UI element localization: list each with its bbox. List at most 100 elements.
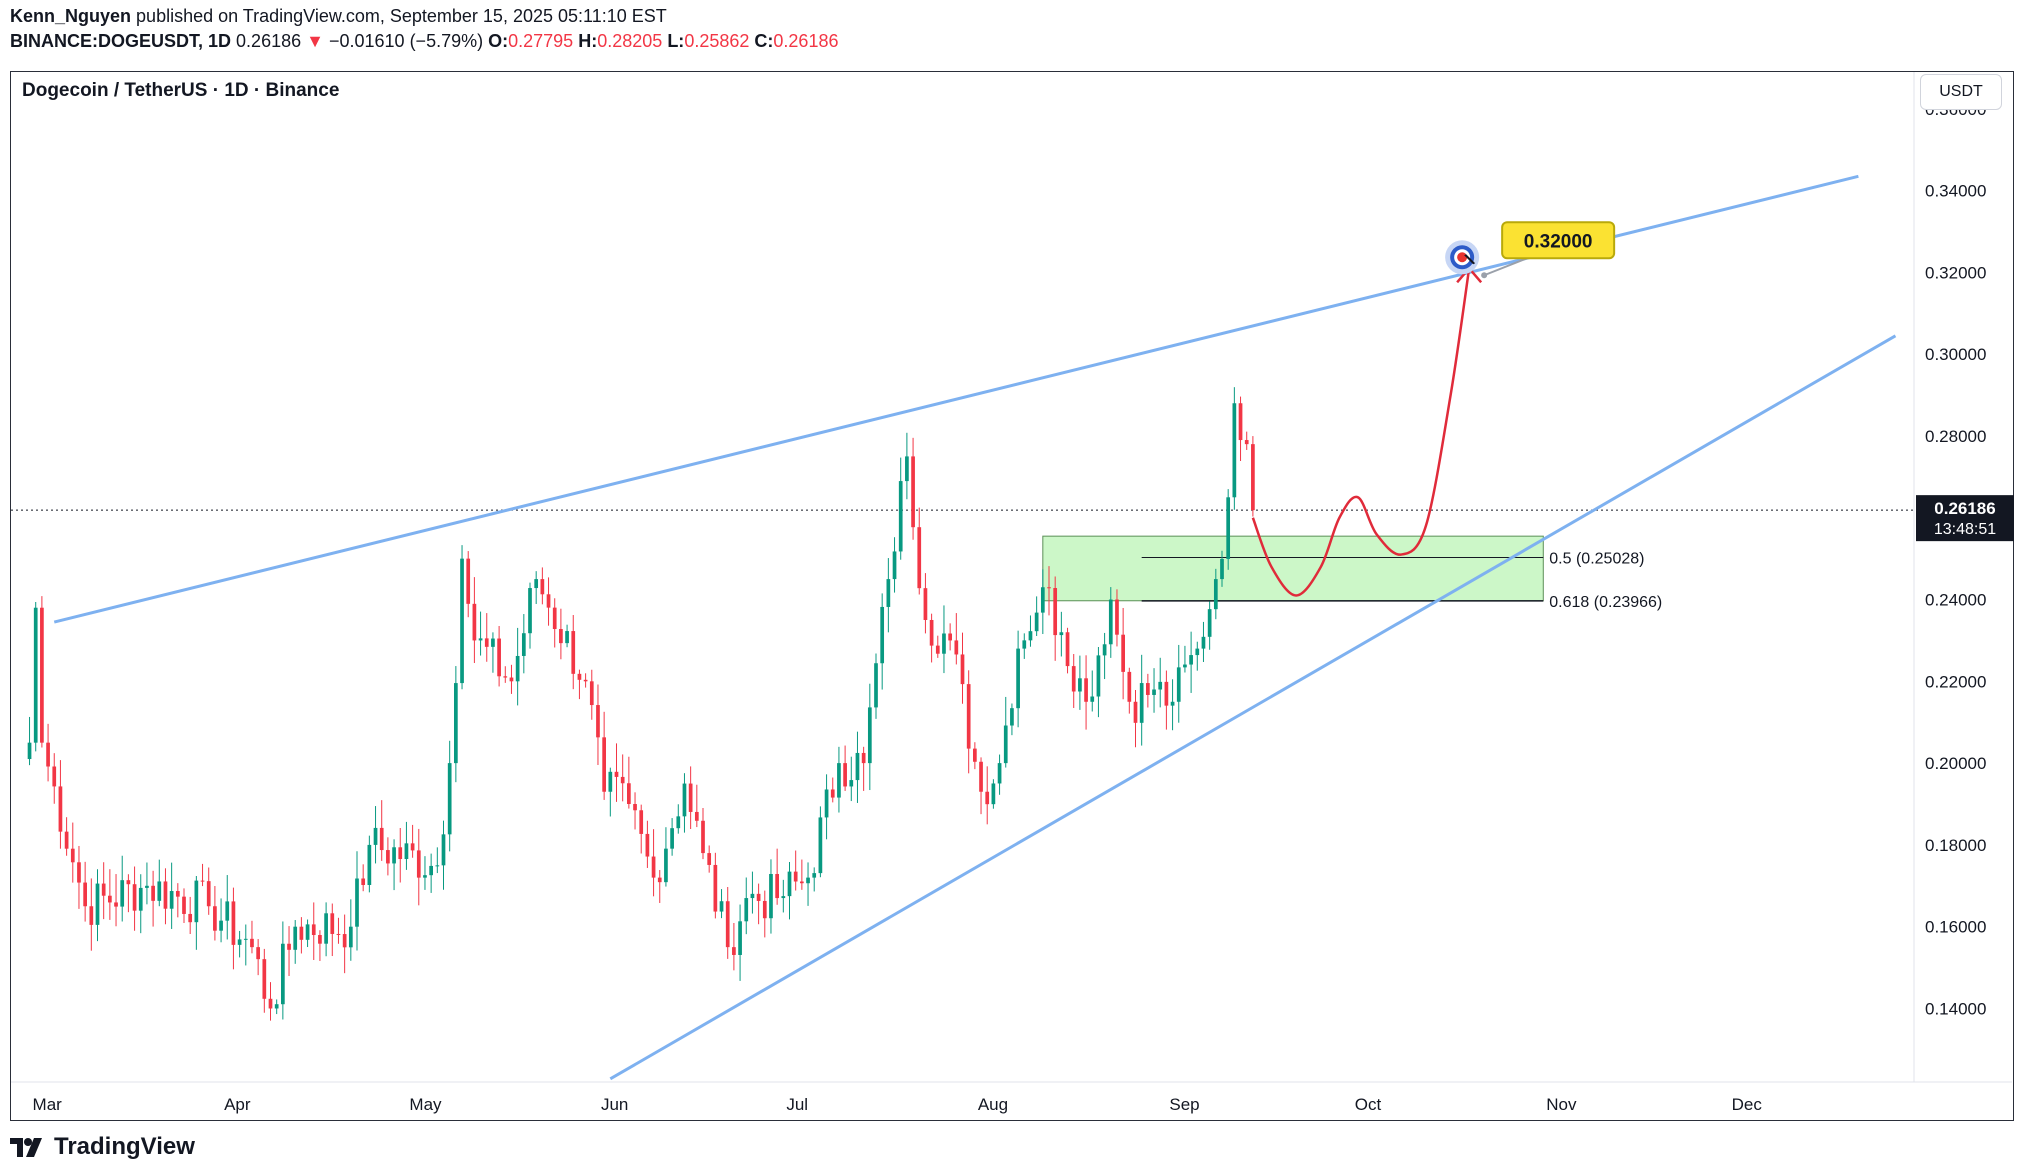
candle-body[interactable] bbox=[966, 684, 971, 749]
candle-body[interactable] bbox=[27, 742, 32, 760]
candle-body[interactable] bbox=[793, 871, 798, 882]
candle-body[interactable] bbox=[596, 705, 600, 738]
candle-body[interactable] bbox=[534, 579, 539, 589]
candle-body[interactable] bbox=[299, 926, 304, 940]
candle-body[interactable] bbox=[89, 906, 94, 925]
candle-body[interactable] bbox=[707, 853, 712, 865]
candle-body[interactable] bbox=[694, 811, 699, 821]
candle-body[interactable] bbox=[775, 873, 779, 899]
candle-body[interactable] bbox=[837, 763, 841, 798]
candle-body[interactable] bbox=[608, 771, 613, 792]
candle-body[interactable] bbox=[1071, 666, 1076, 692]
candle-body[interactable] bbox=[169, 891, 174, 909]
candle-body[interactable] bbox=[423, 875, 427, 878]
candle-body[interactable] bbox=[824, 789, 829, 818]
candle-body[interactable] bbox=[849, 780, 854, 787]
candle-body[interactable] bbox=[645, 833, 650, 857]
candle-body[interactable] bbox=[472, 603, 477, 641]
candle-body[interactable] bbox=[1207, 609, 1212, 637]
candle-body[interactable] bbox=[447, 763, 452, 835]
candle-body[interactable] bbox=[1152, 689, 1156, 695]
candle-body[interactable] bbox=[664, 848, 668, 883]
candle-body[interactable] bbox=[528, 588, 532, 634]
candle-body[interactable] bbox=[892, 551, 897, 580]
candle-body[interactable] bbox=[589, 681, 594, 706]
candle-body[interactable] bbox=[818, 817, 823, 874]
candle-body[interactable] bbox=[1232, 403, 1237, 498]
candle-body[interactable] bbox=[145, 885, 149, 888]
candle-body[interactable] bbox=[466, 558, 471, 604]
candle-body[interactable] bbox=[911, 456, 915, 528]
candle-body[interactable] bbox=[1170, 701, 1175, 706]
candle-body[interactable] bbox=[305, 924, 310, 940]
candle-body[interactable] bbox=[342, 934, 347, 948]
candle-body[interactable] bbox=[812, 873, 817, 878]
candle-body[interactable] bbox=[997, 763, 1002, 784]
candle-body[interactable] bbox=[1176, 667, 1181, 702]
candle-body[interactable] bbox=[163, 881, 168, 909]
candle-body[interactable] bbox=[843, 763, 847, 787]
candle-body[interactable] bbox=[1158, 681, 1163, 690]
candle-body[interactable] bbox=[806, 877, 810, 884]
candle-body[interactable] bbox=[1251, 444, 1255, 511]
candle-body[interactable] bbox=[973, 748, 977, 762]
candle-body[interactable] bbox=[58, 786, 63, 832]
candle-body[interactable] bbox=[905, 456, 909, 482]
candle-body[interactable] bbox=[855, 752, 860, 781]
candle-body[interactable] bbox=[151, 885, 155, 901]
candle-body[interactable] bbox=[46, 742, 50, 767]
candle-body[interactable] bbox=[1195, 648, 1200, 656]
candle-body[interactable] bbox=[898, 481, 903, 552]
candle-body[interactable] bbox=[886, 579, 891, 607]
candle-body[interactable] bbox=[219, 920, 223, 931]
candle-body[interactable] bbox=[781, 896, 786, 899]
candle-body[interactable] bbox=[311, 924, 316, 936]
candle-body[interactable] bbox=[416, 850, 421, 878]
candle-body[interactable] bbox=[769, 873, 773, 919]
trendline-lower[interactable] bbox=[609, 334, 1897, 1081]
candle-body[interactable] bbox=[713, 864, 718, 912]
candle-body[interactable] bbox=[633, 804, 637, 811]
candle-body[interactable] bbox=[583, 679, 588, 682]
candle-body[interactable] bbox=[620, 776, 625, 784]
candle-body[interactable] bbox=[657, 877, 662, 883]
candle-body[interactable] bbox=[546, 594, 551, 608]
candle-body[interactable] bbox=[114, 902, 118, 907]
candle-body[interactable] bbox=[948, 633, 952, 641]
candle-body[interactable] bbox=[348, 926, 353, 948]
candle-body[interactable] bbox=[101, 883, 106, 896]
candle-body[interactable] bbox=[1084, 678, 1088, 702]
candle-body[interactable] bbox=[194, 880, 199, 923]
candle-body[interactable] bbox=[441, 834, 446, 866]
target-callout[interactable] bbox=[1501, 221, 1616, 260]
candle-body[interactable] bbox=[132, 884, 137, 911]
candle-body[interactable] bbox=[651, 856, 656, 878]
candle-body[interactable] bbox=[1201, 636, 1206, 649]
candle-body[interactable] bbox=[1139, 683, 1144, 723]
candle-body[interactable] bbox=[979, 761, 983, 792]
candle-body[interactable] bbox=[206, 881, 211, 907]
candle-body[interactable] bbox=[379, 827, 384, 851]
candle-body[interactable] bbox=[429, 865, 433, 876]
candle-body[interactable] bbox=[1244, 440, 1249, 445]
candle-body[interactable] bbox=[373, 827, 378, 845]
candle-body[interactable] bbox=[95, 883, 100, 925]
candle-body[interactable] bbox=[336, 933, 341, 935]
candle-body[interactable] bbox=[410, 843, 415, 851]
candle-body[interactable] bbox=[725, 901, 730, 948]
target-icon[interactable] bbox=[1457, 252, 1468, 263]
candle-body[interactable] bbox=[880, 606, 885, 664]
candle-body[interactable] bbox=[175, 891, 180, 897]
candle-body[interactable] bbox=[157, 881, 162, 901]
candle-body[interactable] bbox=[515, 655, 520, 682]
candle-body[interactable] bbox=[688, 783, 693, 812]
candle-body[interactable] bbox=[627, 783, 631, 805]
candle-body[interactable] bbox=[1146, 683, 1150, 695]
candle-body[interactable] bbox=[1090, 696, 1095, 702]
candle-body[interactable] bbox=[213, 906, 217, 931]
candle-body[interactable] bbox=[274, 1004, 279, 1009]
candle-body[interactable] bbox=[614, 771, 619, 777]
candle-body[interactable] bbox=[1096, 655, 1101, 697]
candle-body[interactable] bbox=[521, 633, 526, 656]
candle-body[interactable] bbox=[77, 862, 81, 883]
